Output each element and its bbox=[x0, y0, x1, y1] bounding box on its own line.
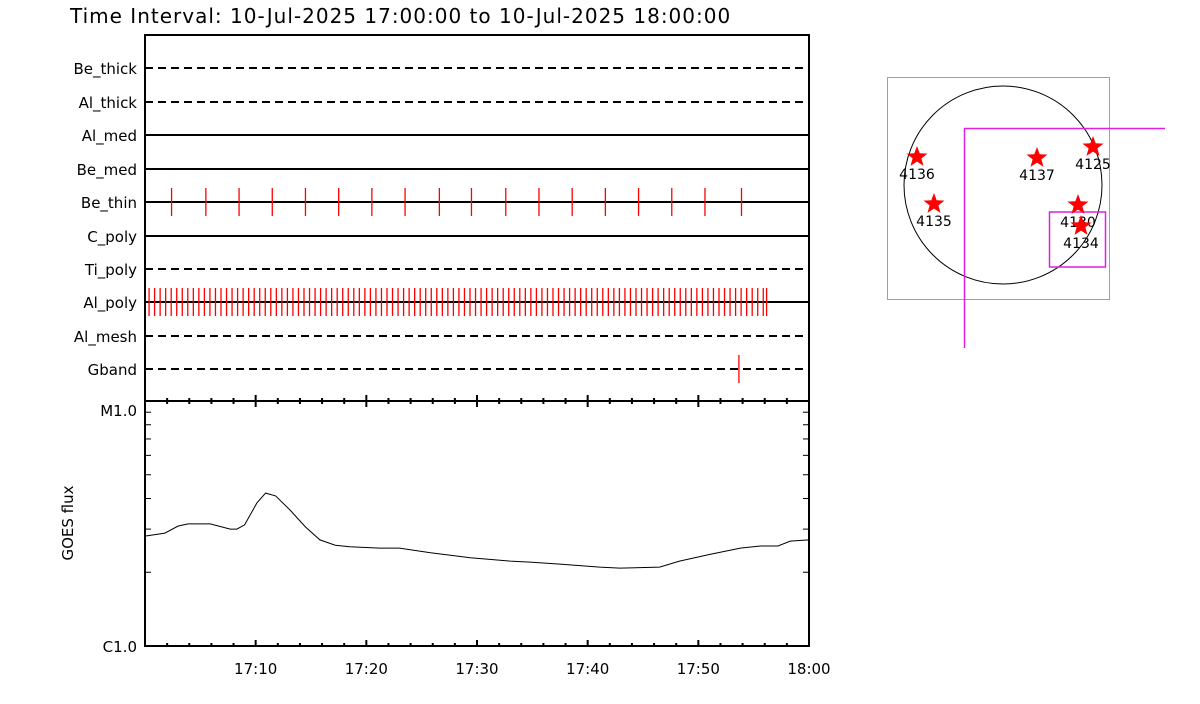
fov-box-small bbox=[1048, 211, 1107, 268]
goes-ytick-c1: C1.0 bbox=[103, 638, 137, 656]
star-icon bbox=[1067, 194, 1089, 214]
active-region-4135: 4135 bbox=[916, 193, 952, 230]
goes-panel: GOES flux C1.0 M1.0 17:10 17:20 17:30 17:40… bbox=[59, 400, 831, 678]
region-map: 413641374125413541304134 bbox=[887, 77, 1165, 348]
row-al-poly: Al_poly bbox=[83, 288, 809, 316]
row-al-med: Al_med bbox=[82, 127, 809, 146]
row-be-thick: Be_thick bbox=[73, 60, 809, 79]
timeline-frame bbox=[144, 34, 810, 402]
star-icon bbox=[1082, 136, 1104, 156]
time-interval-title: Time Interval: 10-Jul-2025 17:00:00 to 1… bbox=[69, 4, 731, 28]
x-tick-label: 17:30 bbox=[455, 660, 498, 678]
star-icon bbox=[923, 193, 945, 213]
region-label: 4134 bbox=[1063, 236, 1099, 252]
row-label: Gband bbox=[88, 361, 137, 379]
region-label: 4136 bbox=[899, 167, 935, 183]
x-tick-label: 17:20 bbox=[345, 660, 388, 678]
active-region-4137: 4137 bbox=[1019, 147, 1055, 184]
row-gband: Gband bbox=[88, 355, 809, 383]
row-al-mesh: Al_mesh bbox=[74, 328, 809, 347]
row-label: Al_mesh bbox=[74, 328, 137, 347]
row-label: Al_med bbox=[82, 127, 137, 146]
star-icon bbox=[1070, 215, 1092, 235]
row-label: Al_poly bbox=[83, 294, 137, 313]
x-tick-label: 17:40 bbox=[566, 660, 609, 678]
row-be-med: Be_med bbox=[77, 161, 809, 180]
goes-frame bbox=[144, 400, 810, 647]
star-icon bbox=[906, 146, 928, 166]
row-c-poly: C_poly bbox=[87, 228, 809, 247]
active-region-4125: 4125 bbox=[1075, 136, 1111, 173]
row-label: Ti_poly bbox=[84, 261, 137, 280]
map-frame bbox=[887, 77, 1110, 300]
star-icon bbox=[1026, 147, 1048, 167]
row-be-thin: Be_thin bbox=[81, 188, 809, 216]
row-label: Al_thick bbox=[79, 94, 138, 113]
region-label: 4135 bbox=[916, 214, 952, 230]
row-label: Be_thick bbox=[73, 60, 137, 79]
fov-box-large bbox=[963, 127, 1165, 348]
row-al-thick: Al_thick bbox=[79, 94, 809, 113]
row-label: Be_med bbox=[77, 161, 137, 180]
active-region-4136: 4136 bbox=[899, 146, 935, 183]
goes-ylabel: GOES flux bbox=[59, 485, 77, 560]
x-tick-label: 17:50 bbox=[677, 660, 720, 678]
region-label: 4125 bbox=[1075, 157, 1111, 173]
x-tick-label: 18:00 bbox=[787, 660, 830, 678]
row-label: C_poly bbox=[87, 228, 137, 247]
row-label: Be_thin bbox=[81, 194, 137, 213]
x-tick-label: 17:10 bbox=[234, 660, 277, 678]
region-label: 4137 bbox=[1019, 168, 1055, 184]
goes-flux-line bbox=[144, 492, 810, 569]
active-region-4134: 4134 bbox=[1063, 215, 1099, 252]
goes-ytick-m1: M1.0 bbox=[100, 402, 137, 420]
solar-disk bbox=[903, 85, 1103, 285]
row-ti-poly: Ti_poly bbox=[84, 261, 809, 280]
